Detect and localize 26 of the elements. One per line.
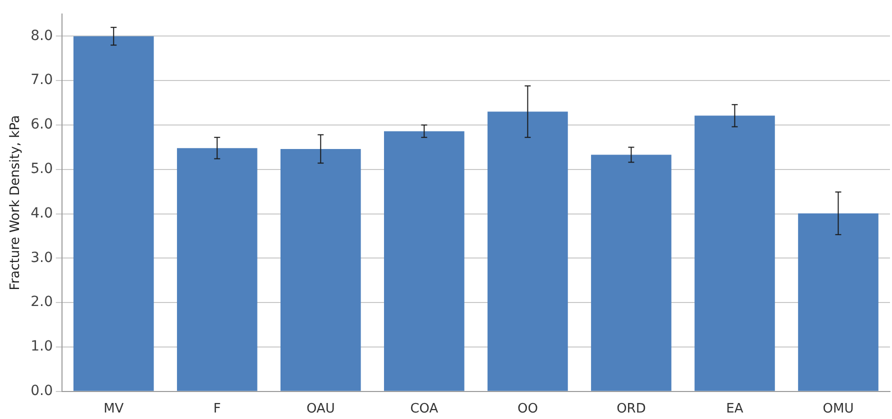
bar (176, 148, 258, 391)
y-tick-label: 7.0 (30, 72, 53, 88)
x-tick-label: OO (517, 402, 538, 417)
bar (280, 148, 361, 391)
x-tick-label: EA (726, 402, 744, 417)
bar (73, 36, 154, 391)
y-tick-label: 5.0 (30, 161, 53, 178)
x-tick-label: ORD (616, 402, 646, 417)
x-tick-label: F (213, 402, 221, 417)
y-tick-label: 1.0 (30, 338, 53, 355)
bar (694, 116, 775, 391)
x-tick-label: OMU (822, 402, 854, 417)
y-tick-label: 6.0 (30, 116, 53, 133)
x-tick-label: COA (410, 402, 438, 417)
y-tick-label: 4.0 (30, 205, 53, 222)
x-tick-label: MV (104, 402, 124, 417)
y-tick-label: 0.0 (30, 383, 53, 400)
bar (384, 131, 464, 391)
bar (591, 154, 672, 391)
bar (798, 213, 878, 391)
y-tick-label: 3.0 (30, 250, 53, 266)
bar (488, 112, 568, 391)
x-tick-label: OAU (306, 402, 335, 417)
y-axis-title: Fracture Work Density, kPa (8, 115, 24, 290)
y-tick-label: 2.0 (30, 294, 53, 310)
y-tick-label: 8.0 (30, 28, 53, 44)
